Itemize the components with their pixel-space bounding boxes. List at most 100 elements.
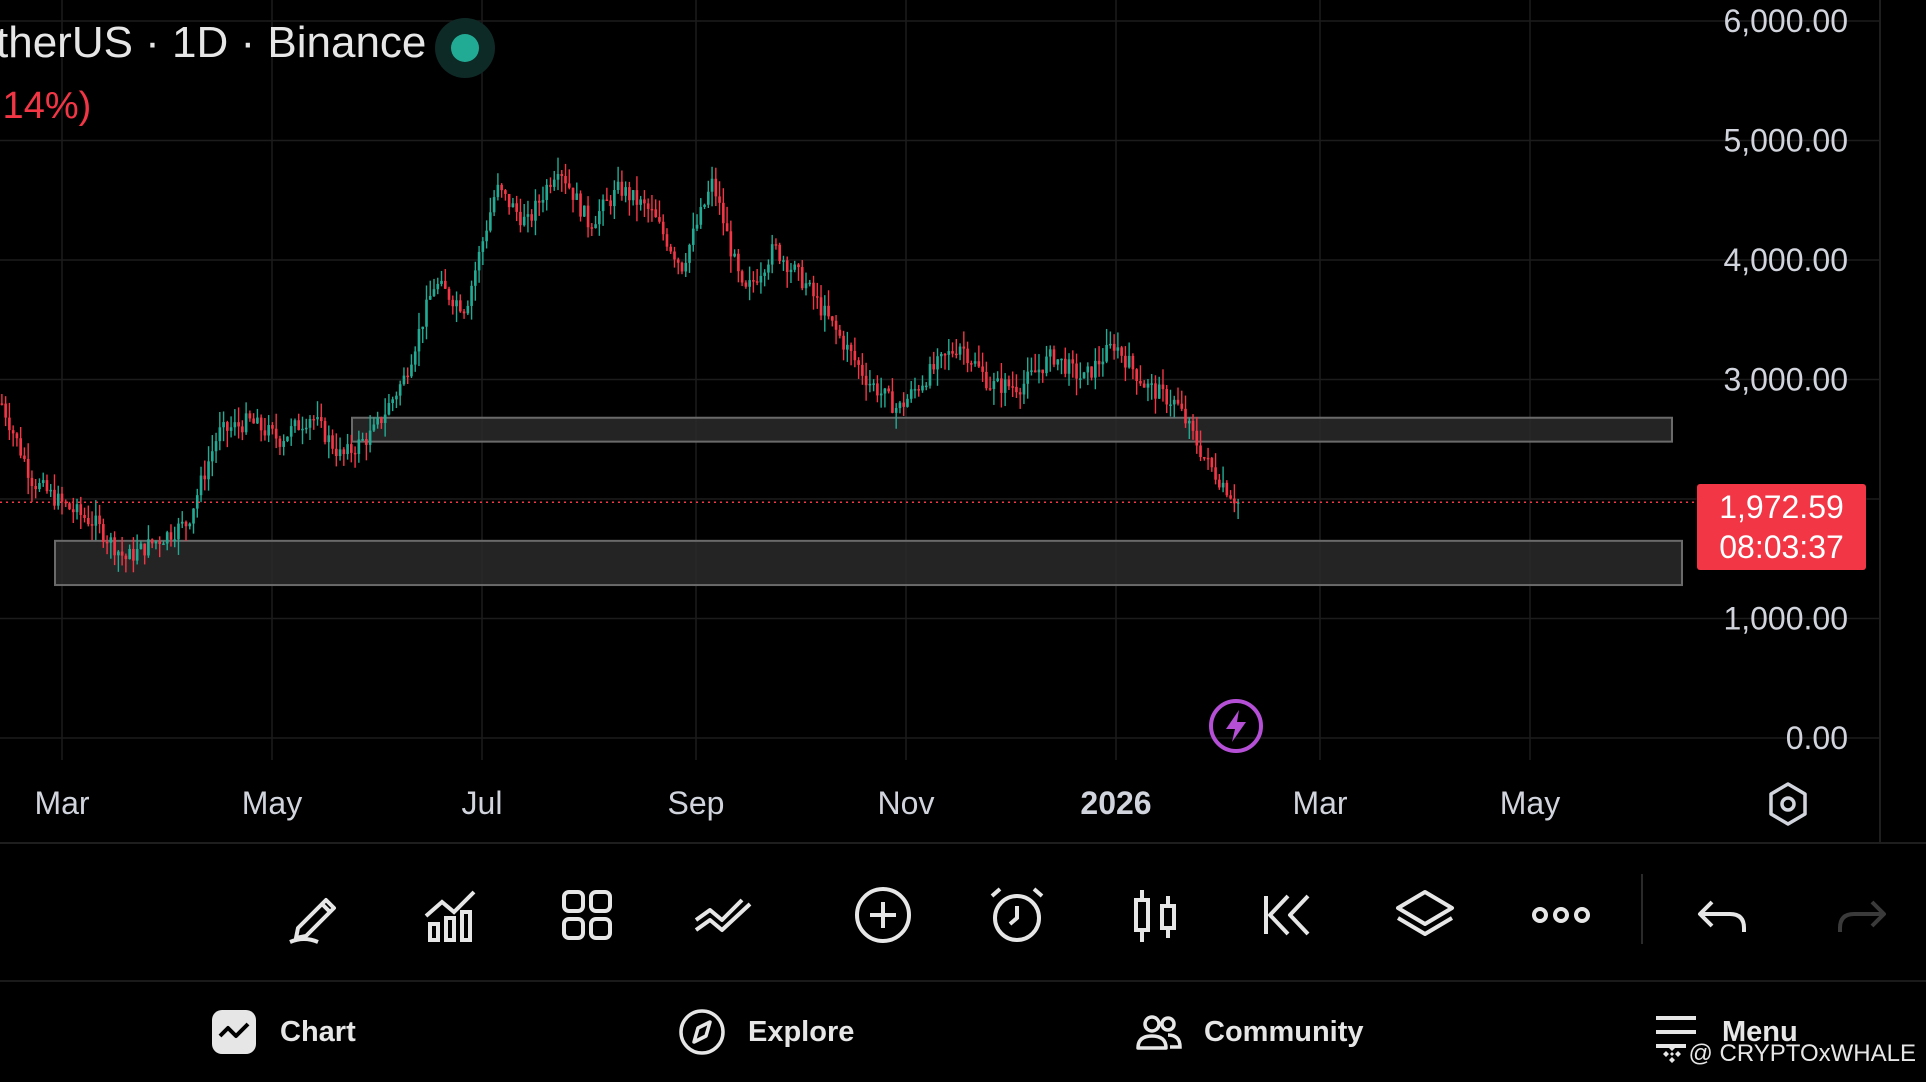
candle-body: [977, 361, 981, 367]
trend-icon[interactable]: [688, 880, 758, 950]
chart-area[interactable]: Mar May Jul Sep Nov 2026 Mar May 6,000.00 5,000.0…: [0, 0, 1881, 842]
candle-body: [564, 175, 567, 184]
candle-body: [673, 251, 676, 260]
candle-body: [117, 551, 120, 556]
candle-body: [474, 270, 477, 286]
candle-body: [323, 421, 327, 443]
candle-body: [669, 246, 673, 252]
x-tick-label: Nov: [878, 785, 935, 821]
candle-body: [699, 206, 703, 225]
add-icon[interactable]: [848, 880, 918, 950]
candle-body: [188, 523, 192, 527]
nav-explore[interactable]: Explore: [678, 1004, 854, 1060]
candle-body: [1172, 399, 1176, 405]
candle-body: [834, 320, 838, 330]
price-chart[interactable]: Mar May Jul Sep Nov 2026 Mar May 6,000.00 5,000.0…: [0, 0, 1881, 842]
candle-body: [417, 328, 421, 352]
pencil-icon[interactable]: [280, 880, 350, 950]
candle-body: [447, 288, 451, 300]
candle-body: [94, 515, 98, 526]
candle-body: [639, 199, 642, 205]
candle-body: [274, 428, 278, 439]
candles-icon[interactable]: [1120, 880, 1190, 950]
candle-body: [440, 280, 443, 284]
candle-body: [1060, 358, 1063, 361]
candle-body: [301, 428, 304, 431]
nav-menu[interactable]: Menu: [1652, 1004, 1798, 1060]
candle-body: [413, 351, 417, 365]
candle-body: [184, 521, 188, 527]
candle-body: [477, 251, 481, 271]
candle-body: [996, 378, 999, 382]
candle-body: [624, 187, 627, 196]
candle-body: [876, 383, 879, 396]
candle-body: [350, 444, 353, 453]
candle-body: [936, 356, 939, 370]
partial-icon[interactable]: [0, 880, 30, 950]
candle-body: [1191, 420, 1195, 431]
candle-body: [26, 458, 30, 478]
x-tick-label: Jul: [462, 785, 503, 821]
candle-body: [628, 187, 631, 201]
candle-body: [1022, 383, 1026, 395]
layers-icon[interactable]: [1390, 880, 1460, 950]
candle-body: [909, 389, 913, 399]
drawing-toolbar: [0, 842, 1926, 982]
candle-body: [1202, 457, 1206, 459]
last-price-tag: 1,972.59 08:03:37: [1697, 484, 1866, 570]
candle-body: [981, 366, 984, 372]
candle-body: [1157, 384, 1161, 399]
symbol-title[interactable]: therUS · 1D · Binance: [0, 18, 427, 67]
candle-body: [203, 475, 207, 480]
candle-body: [575, 193, 579, 200]
candle-body: [676, 259, 680, 263]
candle-body: [334, 448, 338, 457]
replay-icon[interactable]: [1254, 880, 1324, 950]
candle-body: [135, 549, 139, 561]
bottom-nav: Chart Explore Community Menu: [0, 980, 1926, 1082]
candle-body: [150, 539, 154, 544]
nav-explore-label: Explore: [748, 1015, 855, 1048]
nav-community[interactable]: Community: [1134, 1004, 1364, 1060]
indicators-icon[interactable]: [416, 880, 486, 950]
candle-body: [789, 269, 793, 273]
redo-icon[interactable]: [1826, 880, 1896, 950]
candle-body: [1000, 378, 1003, 393]
candle-body: [1124, 355, 1127, 368]
candle-body: [609, 200, 612, 207]
settings-icon[interactable]: [1764, 780, 1812, 828]
candle-body: [752, 280, 755, 282]
candle-body: [30, 477, 34, 487]
candle-body: [541, 199, 545, 203]
candle-body: [1015, 386, 1018, 393]
candle-body: [297, 420, 301, 430]
candle-body: [271, 425, 274, 429]
candle-body: [737, 253, 740, 272]
candle-body: [906, 398, 909, 407]
nav-community-label: Community: [1204, 1015, 1364, 1048]
templates-icon[interactable]: [552, 880, 622, 950]
market-status-dot[interactable]: [435, 18, 495, 78]
alert-icon[interactable]: [982, 880, 1052, 950]
candle-body: [259, 417, 263, 431]
candle-body: [507, 193, 511, 208]
candle-body: [252, 418, 255, 424]
candle-body: [380, 417, 383, 424]
undo-icon[interactable]: [1688, 880, 1758, 950]
candle-body: [917, 389, 921, 391]
candle-body: [158, 541, 162, 544]
nav-chart[interactable]: Chart: [210, 1004, 356, 1060]
candle-body: [421, 326, 425, 329]
y-tick-label: 3,000.00: [1723, 362, 1848, 398]
lightning-icon[interactable]: [1208, 698, 1264, 754]
more-icon[interactable]: [1526, 880, 1596, 950]
candle-body: [485, 230, 488, 242]
candle-body: [222, 422, 225, 428]
candle-body: [898, 402, 902, 409]
candle-body: [740, 271, 744, 283]
candle-body: [492, 197, 496, 213]
candle-body: [774, 244, 778, 246]
candle-body: [545, 184, 549, 200]
candle-body: [489, 212, 492, 231]
candle-body: [169, 532, 173, 540]
